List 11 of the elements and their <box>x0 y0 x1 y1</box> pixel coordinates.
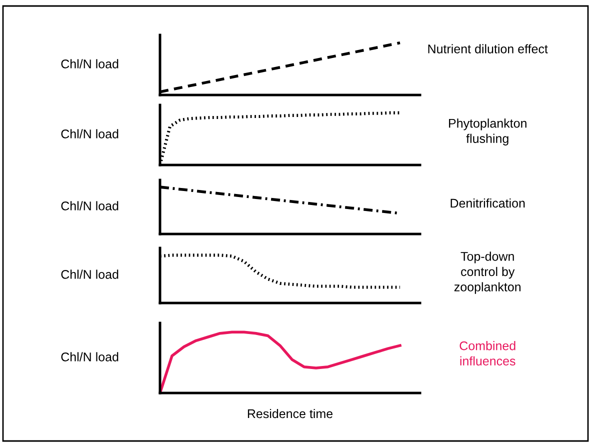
y-axis-title: Chl/N load <box>61 201 118 210</box>
y-axis-title: Chl/N load <box>61 270 118 279</box>
text: Combined influences <box>460 341 516 366</box>
y-axis-title: Chl/N load <box>61 59 118 68</box>
y-axis-title: Chl/N load <box>61 352 118 362</box>
text: Denitrification <box>450 198 525 208</box>
x-axis-title: Residence time <box>248 408 333 418</box>
y-axis-title: Chl/N load <box>61 129 118 138</box>
text: Nutrient dilution effect <box>428 44 548 54</box>
text: Top-down control by zooplankton <box>454 252 520 294</box>
text: Phytoplankton flushing <box>449 118 526 146</box>
